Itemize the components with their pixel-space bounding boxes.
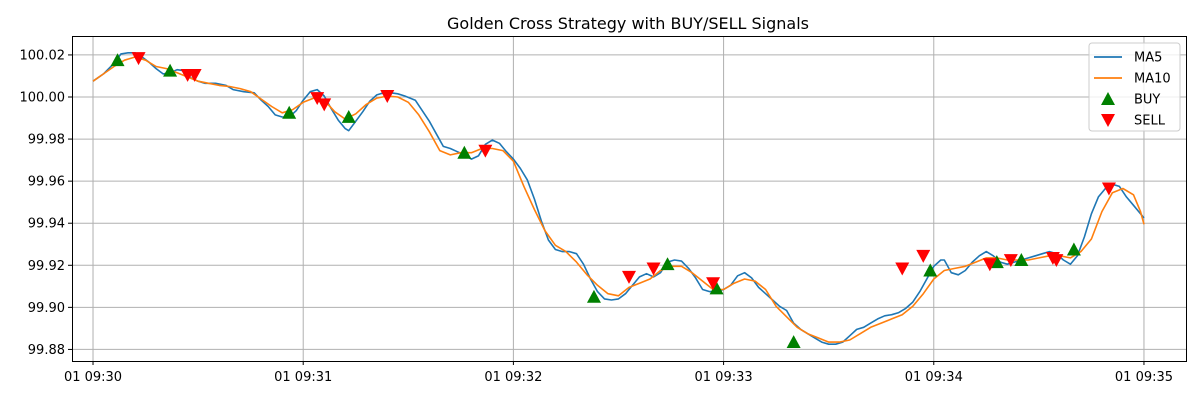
- series-line-ma10: [92, 56, 1145, 343]
- sell-marker: [317, 98, 332, 112]
- plot-frame: [72, 36, 1187, 362]
- y-tick-label: 100.00: [20, 91, 66, 106]
- buy-marker: [341, 109, 356, 123]
- buy-marker: [786, 335, 801, 349]
- buy-marker: [110, 53, 125, 67]
- legend-label: BUY: [1134, 93, 1160, 108]
- y-tick-label: 99.92: [28, 259, 65, 274]
- buy-marker: [660, 257, 675, 271]
- buy-marker: [457, 145, 472, 159]
- legend-label: MA10: [1134, 72, 1171, 87]
- legend-box: [1088, 42, 1181, 132]
- buy-marker: [163, 63, 178, 77]
- sell-marker: [982, 258, 997, 272]
- sell-marker: [1101, 182, 1116, 196]
- sell-marker: [1003, 254, 1018, 268]
- x-tick-label: 01 09:30: [64, 370, 122, 385]
- legend: MA5 MA10 BUY SELL: [1088, 42, 1181, 132]
- buy-marker: [923, 263, 938, 277]
- sell-marker: [895, 262, 910, 276]
- chart-title: Golden Cross Strategy with BUY/SELL Sign…: [447, 14, 809, 33]
- legend-swatch-buy: [1101, 92, 1115, 105]
- sell-marker: [131, 52, 146, 66]
- y-tick-label: 99.90: [28, 301, 65, 316]
- sell-marker: [478, 144, 493, 158]
- buy-marker: [282, 105, 297, 119]
- buy-marker: [1014, 253, 1029, 266]
- y-tick-label: 99.96: [28, 175, 65, 190]
- sell-marker: [916, 249, 931, 263]
- y-tick-label: 99.88: [28, 343, 65, 358]
- y-tick-label: 99.94: [28, 217, 65, 232]
- legend-label: SELL: [1134, 114, 1166, 129]
- sell-marker: [706, 277, 721, 291]
- legend-label: MA5: [1134, 51, 1162, 66]
- sell-marker: [310, 92, 325, 106]
- legend-swatch-sell: [1101, 114, 1115, 127]
- x-tick-label: 01 09:34: [905, 370, 963, 385]
- x-tick-label: 01 09:32: [484, 370, 542, 385]
- sell-marker: [646, 262, 661, 276]
- y-axis: 99.88 99.90 99.92 99.94 99.96 99.98 100.00 100.…: [20, 48, 72, 358]
- buy-marker: [989, 255, 1004, 269]
- x-axis: 01 09:30 01 09:31 01 09:32 01 09:33 01 09:34…: [64, 361, 1173, 385]
- sell-marker: [1049, 254, 1064, 268]
- sell-marker: [187, 68, 202, 82]
- y-tick-label: 100.02: [20, 48, 66, 63]
- sell-marker: [622, 270, 636, 284]
- grid: [72, 36, 1186, 361]
- buy-marker: [1066, 242, 1081, 256]
- buy-marker: [709, 281, 724, 295]
- x-tick-label: 01 09:33: [695, 370, 753, 385]
- y-tick-label: 99.98: [28, 133, 65, 148]
- x-tick-label: 01 09:31: [274, 370, 332, 385]
- signal-markers: [110, 52, 1116, 349]
- x-tick-label: 01 09:35: [1115, 370, 1173, 385]
- sell-marker: [380, 90, 395, 103]
- buy-marker: [586, 289, 601, 303]
